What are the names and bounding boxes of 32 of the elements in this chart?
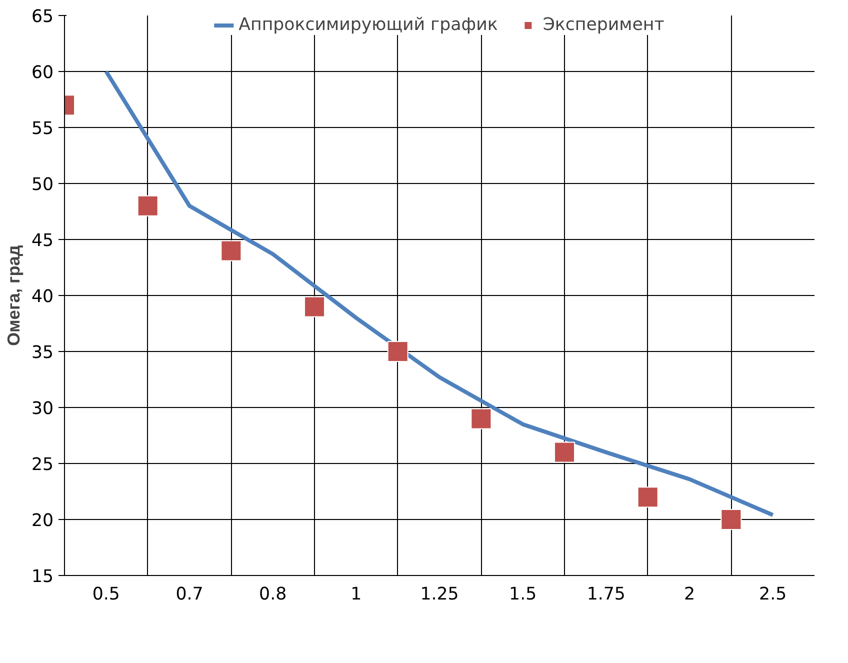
point [304,296,325,318]
y-tick-label: 25 [31,455,54,475]
x-tick-label: 0.7 [176,584,204,604]
point [470,408,492,430]
point [220,240,242,262]
x-tick-label: 1.5 [509,584,537,604]
point [137,195,158,216]
y-tick-label: 20 [31,511,54,531]
point [637,486,658,508]
y-tick-label: 35 [31,343,54,363]
y-tick-label: 30 [31,399,54,419]
y-tick-label: 40 [31,287,54,307]
line-series [104,70,775,518]
y-axis-title: Омега, град [3,245,24,346]
point [554,442,575,463]
x-tick-label: 2 [684,584,696,604]
legend-label: Аппроксимирующий график [238,15,498,35]
y-tick-label: 65 [31,7,54,27]
x-tick-label: 0.5 [92,584,120,604]
point [387,341,408,362]
x-tick-label: 1.75 [586,584,626,604]
y-tick-label: 15 [31,567,54,587]
point [720,509,742,530]
x-tick-label: 2.5 [759,584,787,604]
y-tick-label: 50 [31,175,54,195]
y-tick-label: 60 [31,63,54,83]
x-tick-label: 1 [350,584,362,604]
x-tick-label: 0.8 [259,584,287,604]
y-tick-label: 55 [31,119,54,139]
y-tick-label: 45 [31,231,54,251]
x-tick-label: 1.25 [420,584,459,604]
legend-label: Эксперимент [542,15,664,35]
